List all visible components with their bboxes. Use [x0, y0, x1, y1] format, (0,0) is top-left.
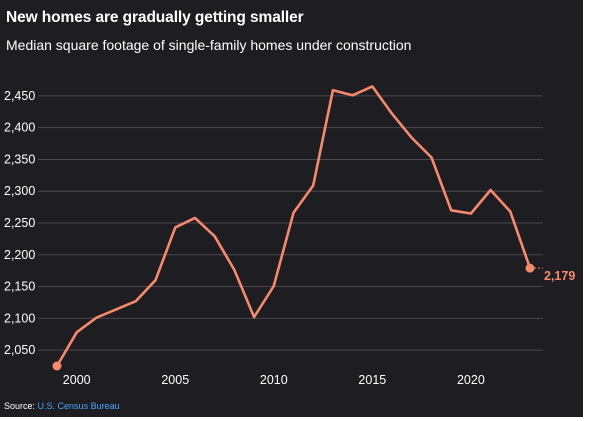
x-tick-label: 2000: [63, 373, 91, 387]
x-tick-label: 2010: [260, 373, 288, 387]
y-tick-label: 2,200: [4, 248, 35, 262]
end-value-label: 2,179: [544, 269, 575, 283]
y-tick-label: 2,300: [4, 184, 35, 198]
y-tick-label: 2,150: [4, 280, 35, 294]
x-tick-label: 2020: [457, 373, 485, 387]
end-point-marker: [525, 263, 535, 273]
x-axis-tick-labels: 2000 2005 2010 2015 2020: [63, 373, 485, 387]
y-tick-label: 2,250: [4, 216, 35, 230]
series-group: 2,179: [52, 85, 575, 371]
x-tick-label: 2015: [358, 373, 386, 387]
chart-subtitle: Median square footage of single-family h…: [6, 37, 412, 53]
source-prefix: Source:: [4, 401, 36, 411]
grid-lines: [38, 95, 543, 351]
y-tick-label: 2,350: [4, 152, 35, 166]
y-tick-label: 2,100: [4, 311, 35, 325]
source-note: Source: U.S. Census Bureau: [4, 401, 120, 411]
chart-panel: New homes are gradually getting smaller …: [0, 0, 583, 417]
y-tick-label: 2,400: [4, 121, 35, 135]
source-link[interactable]: U.S. Census Bureau: [37, 401, 120, 411]
start-point-marker: [52, 361, 62, 371]
line-chart: 2,050 2,100 2,150 2,200 2,250 2,300 2,350 2,400…: [4, 85, 575, 387]
y-tick-label: 2,050: [4, 343, 35, 357]
chart-title: New homes are gradually getting smaller: [6, 9, 304, 26]
y-axis-tick-labels: 2,050 2,100 2,150 2,200 2,250 2,300 2,350 2,400…: [4, 89, 35, 357]
series-line: [55, 85, 532, 368]
x-tick-label: 2005: [161, 373, 189, 387]
y-tick-label: 2,450: [4, 89, 35, 103]
